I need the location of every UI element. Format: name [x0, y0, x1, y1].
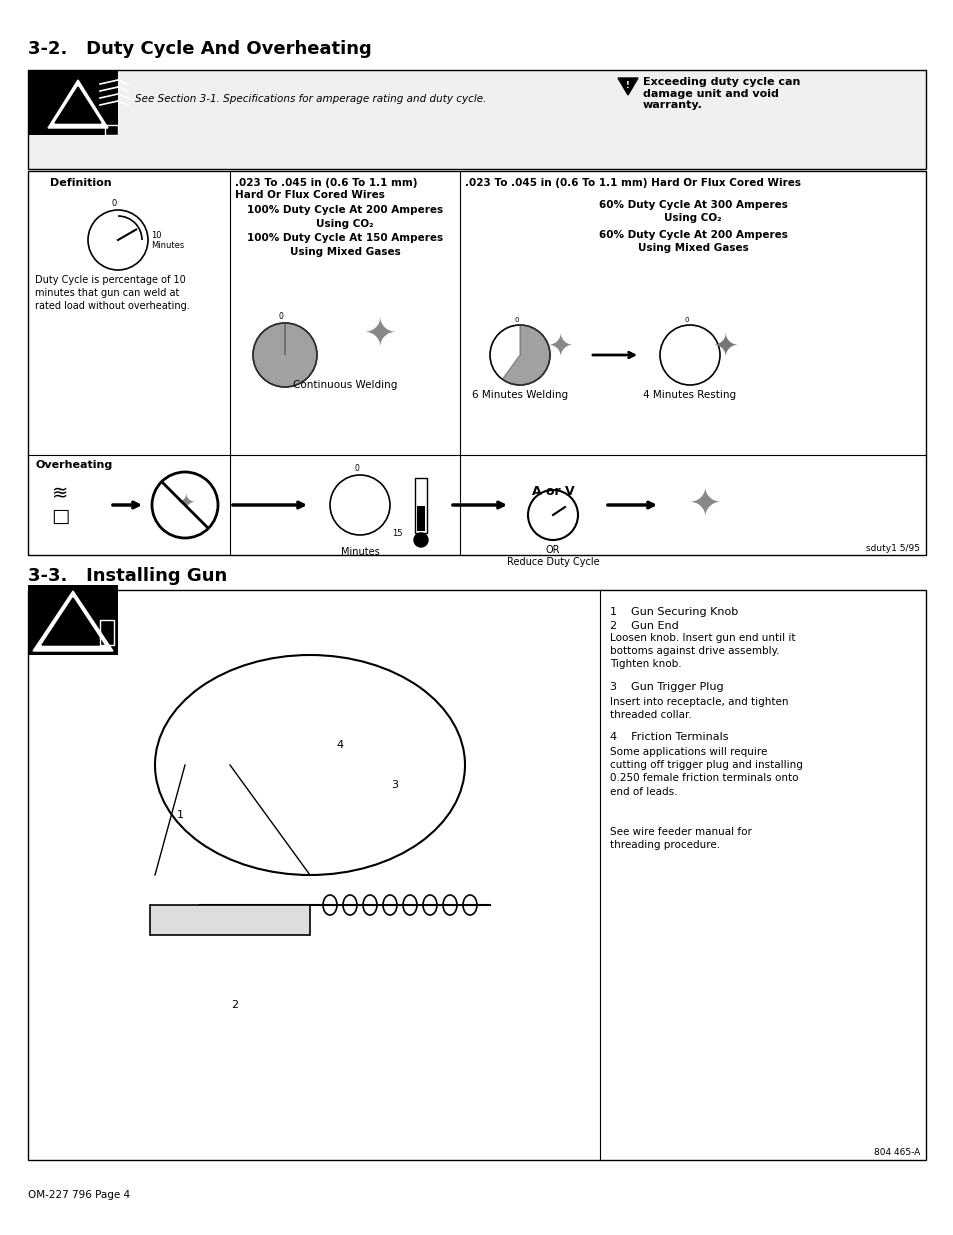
Polygon shape	[502, 325, 550, 385]
Text: See wire feeder manual for
threading procedure.: See wire feeder manual for threading pro…	[609, 827, 751, 850]
FancyBboxPatch shape	[28, 585, 118, 655]
Text: Loosen knob. Insert gun end until it
bottoms against drive assembly.
Tighten kno: Loosen knob. Insert gun end until it bot…	[609, 634, 795, 669]
Text: 3-2.   Duty Cycle And Overheating: 3-2. Duty Cycle And Overheating	[28, 40, 372, 58]
Text: 6 Minutes Welding: 6 Minutes Welding	[472, 390, 567, 400]
FancyBboxPatch shape	[28, 590, 925, 1160]
Text: .023 To .045 in (0.6 To 1.1 mm)
Hard Or Flux Cored Wires: .023 To .045 in (0.6 To 1.1 mm) Hard Or …	[234, 178, 417, 200]
Text: Definition: Definition	[50, 178, 112, 188]
Text: A or V: A or V	[531, 485, 574, 498]
Text: Overheating: Overheating	[35, 459, 112, 471]
Text: 2    Gun End: 2 Gun End	[609, 621, 678, 631]
Text: Insert into receptacle, and tighten
threaded collar.: Insert into receptacle, and tighten thre…	[609, 697, 788, 720]
Text: 0: 0	[515, 317, 518, 324]
Text: Continuous Welding: Continuous Welding	[293, 380, 396, 390]
Text: OM-227 796 Page 4: OM-227 796 Page 4	[28, 1191, 130, 1200]
Text: Some applications will require
cutting off trigger plug and installing
0.250 fem: Some applications will require cutting o…	[609, 747, 802, 797]
Bar	[105, 125, 118, 135]
Text: 0: 0	[112, 199, 116, 207]
Circle shape	[414, 534, 428, 547]
Text: 15: 15	[392, 529, 402, 537]
Text: OR
Reduce Duty Cycle: OR Reduce Duty Cycle	[506, 545, 598, 567]
Text: ✦: ✦	[712, 332, 737, 362]
Text: Minutes: Minutes	[340, 547, 379, 557]
Text: ✦: ✦	[363, 316, 395, 354]
Text: Exceeding duty cycle can
damage unit and void
warranty.: Exceeding duty cycle can damage unit and…	[642, 77, 800, 110]
Polygon shape	[253, 324, 316, 387]
Text: 3    Gun Trigger Plug: 3 Gun Trigger Plug	[609, 682, 723, 692]
Text: sduty1 5/95: sduty1 5/95	[865, 543, 919, 553]
Text: 4: 4	[336, 740, 343, 750]
Text: 0: 0	[355, 464, 359, 473]
Text: 2: 2	[232, 1000, 238, 1010]
Text: 3: 3	[391, 781, 398, 790]
FancyBboxPatch shape	[416, 506, 424, 531]
Text: 60% Duty Cycle At 300 Amperes
Using CO₂: 60% Duty Cycle At 300 Amperes Using CO₂	[598, 200, 786, 224]
Polygon shape	[42, 598, 104, 645]
FancyBboxPatch shape	[28, 170, 925, 555]
Text: 4 Minutes Resting: 4 Minutes Resting	[642, 390, 736, 400]
Text: 0: 0	[684, 317, 688, 324]
Text: See Section 3-1. Specifications for amperage rating and duty cycle.: See Section 3-1. Specifications for ampe…	[135, 94, 486, 104]
Text: 0: 0	[278, 312, 283, 321]
Text: !: !	[69, 618, 77, 635]
Text: 4    Friction Terminals: 4 Friction Terminals	[609, 732, 728, 742]
Text: 1: 1	[176, 810, 183, 820]
Text: ≋
□: ≋ □	[51, 484, 70, 526]
Text: .023 To .045 in (0.6 To 1.1 mm) Hard Or Flux Cored Wires: .023 To .045 in (0.6 To 1.1 mm) Hard Or …	[464, 178, 801, 188]
Text: 60% Duty Cycle At 200 Amperes
Using Mixed Gases: 60% Duty Cycle At 200 Amperes Using Mixe…	[598, 230, 786, 253]
Text: Minutes: Minutes	[151, 242, 184, 251]
FancyBboxPatch shape	[28, 70, 925, 169]
Text: Duty Cycle is percentage of 10
minutes that gun can weld at
rated load without o: Duty Cycle is percentage of 10 minutes t…	[35, 275, 190, 311]
Polygon shape	[33, 592, 112, 651]
Text: 804 465-A: 804 465-A	[873, 1149, 919, 1157]
Text: 100% Duty Cycle At 200 Amperes
Using CO₂
100% Duty Cycle At 150 Amperes
Using Mi: 100% Duty Cycle At 200 Amperes Using CO₂…	[247, 205, 442, 257]
FancyBboxPatch shape	[150, 905, 310, 935]
Text: ✦: ✦	[547, 332, 572, 362]
Text: 3-3.   Installing Gun: 3-3. Installing Gun	[28, 567, 227, 585]
Polygon shape	[48, 80, 108, 128]
Text: !: !	[625, 80, 629, 89]
Text: ✦: ✦	[175, 495, 194, 515]
Text: 1    Gun Securing Knob: 1 Gun Securing Knob	[609, 606, 738, 618]
Text: 10: 10	[151, 231, 161, 241]
Polygon shape	[55, 86, 101, 124]
Polygon shape	[618, 78, 638, 95]
FancyBboxPatch shape	[28, 70, 118, 135]
Text: !: !	[73, 95, 82, 114]
FancyBboxPatch shape	[415, 478, 427, 534]
Text: ✦: ✦	[688, 487, 720, 524]
